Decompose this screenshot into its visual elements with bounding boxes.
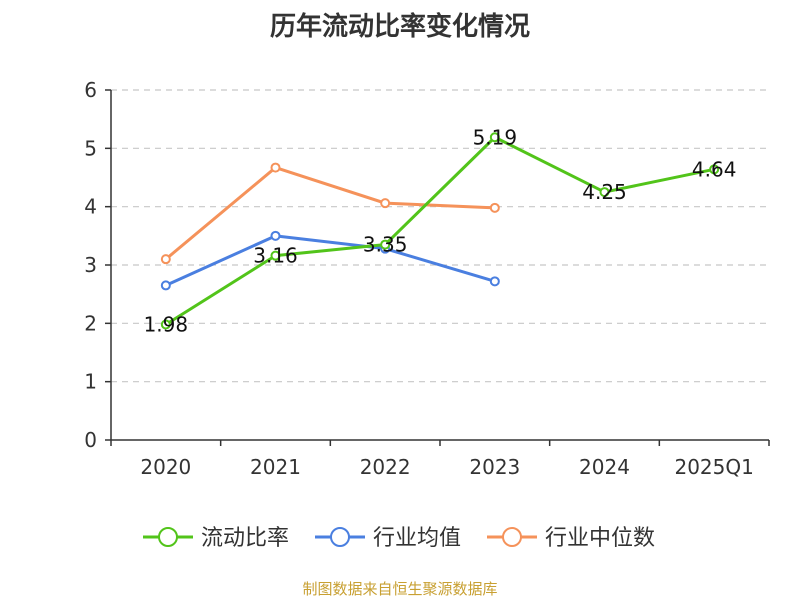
data-point [489,276,500,287]
legend-swatch-marker [502,527,522,547]
data-point [599,187,610,198]
data-label: 3.35 [363,233,408,257]
data-point [380,198,391,209]
chart-title: 历年流动比率变化情况 [269,12,530,42]
data-point [270,162,281,173]
x-tick-label: 2020 [140,455,191,479]
legend-label: 行业均值 [373,526,461,551]
y-tick-label: 5 [84,136,97,160]
legend-label: 行业中位数 [545,526,655,551]
x-tick-label: 2025Q1 [674,455,753,479]
y-tick-label: 6 [84,78,97,102]
x-tick-label: 2021 [250,455,301,479]
data-point [160,319,171,330]
y-tick-label: 3 [84,253,97,277]
data-point [709,164,720,175]
data-point [270,250,281,261]
series-line [165,135,715,326]
data-point [160,254,171,265]
data-label: 1.98 [144,313,189,337]
x-tick-label: 2023 [469,455,520,479]
y-tick-label: 2 [84,311,97,335]
y-tick-label: 4 [84,195,97,219]
data-point [270,230,281,241]
source-note: 制图数据来自恒生聚源数据库 [302,580,498,598]
data-point [489,132,500,143]
data-point [380,239,391,250]
x-tick-label: 2022 [360,455,411,479]
data-point [489,202,500,213]
y-tick-label: 0 [84,428,97,452]
data-label: 4.25 [582,180,627,204]
y-tick-label: 1 [84,370,97,394]
series-line [164,166,495,261]
data-label: 3.16 [253,244,298,268]
data-point [160,280,171,291]
legend-swatch-marker [330,527,350,547]
legend-swatch-marker [158,527,178,547]
series-line [165,234,496,287]
legend-label: 流动比率 [201,526,289,551]
data-label: 4.64 [692,157,737,181]
data-label: 5.19 [473,125,518,149]
x-tick-label: 2024 [579,455,630,479]
